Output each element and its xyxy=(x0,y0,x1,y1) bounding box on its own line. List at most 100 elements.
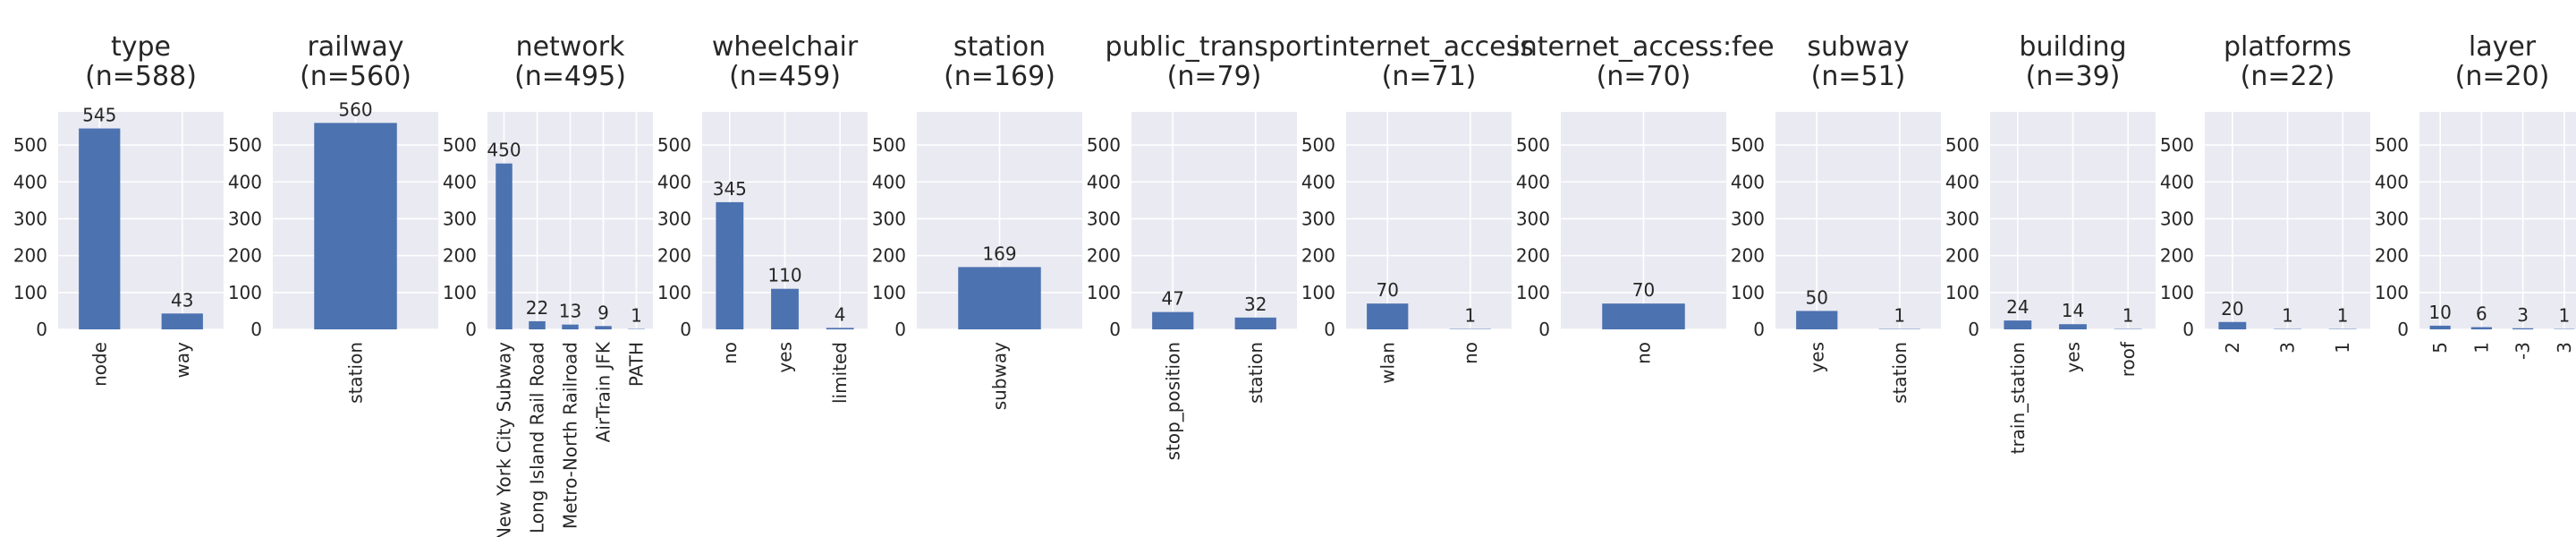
data-label: 1 xyxy=(2559,305,2571,327)
data-label: 1 xyxy=(631,305,642,327)
y-tick-label: 100 xyxy=(1087,282,1121,303)
y-tick-label: 400 xyxy=(1731,171,1765,192)
y-tick-label: 400 xyxy=(2375,171,2409,192)
y-tick-label: 300 xyxy=(228,208,262,229)
x-tick-label: stop_position xyxy=(1162,342,1183,460)
bar-1 xyxy=(2470,327,2492,329)
y-tick-label: 0 xyxy=(1324,319,1335,340)
y-tick-label: 500 xyxy=(2160,134,2194,156)
chart-title: internet_access xyxy=(1324,31,1534,63)
data-label: 3 xyxy=(2517,304,2529,326)
data-label: 22 xyxy=(526,297,548,319)
x-tick-label: yes xyxy=(775,342,796,373)
chart-subtitle: (n=588) xyxy=(85,61,197,92)
y-tick-label: 100 xyxy=(1301,282,1335,303)
bar-yes xyxy=(2059,324,2087,329)
chart-title: network xyxy=(516,31,625,63)
chart-panel-wheelchair: 0 100 200 300 400 500 345 no 110 yes 4 limited wheel… xyxy=(657,31,868,404)
data-label: 345 xyxy=(713,178,747,200)
chart-subtitle: (n=169) xyxy=(944,61,1055,92)
data-label: 50 xyxy=(1806,286,1828,308)
chart-subtitle: (n=459) xyxy=(729,61,841,92)
data-label: 70 xyxy=(1632,279,1655,301)
x-tick-label: no xyxy=(719,342,741,364)
chart-subtitle: (n=51) xyxy=(1811,61,1906,92)
chart-subtitle: (n=39) xyxy=(2026,61,2121,92)
x-tick-label: way xyxy=(172,342,193,379)
y-tick-label: 500 xyxy=(657,134,691,156)
data-label: 6 xyxy=(2476,303,2487,325)
y-tick-label: 0 xyxy=(680,319,691,340)
chart-subtitle: (n=20) xyxy=(2455,61,2550,92)
chart-panel-internet-access-fee: 0 100 200 300 400 500 70 no internet_access:fee(… xyxy=(1513,31,1774,364)
y-tick-label: 100 xyxy=(2375,282,2409,303)
bar-no xyxy=(716,201,744,329)
bar-2 xyxy=(2218,321,2247,329)
chart-panel-railway: 0 100 200 300 400 500 560 station railway(n=560) xyxy=(228,31,438,404)
y-tick-label: 100 xyxy=(657,282,691,303)
x-tick-label: 2 xyxy=(2222,342,2243,354)
y-tick-label: 200 xyxy=(443,245,477,267)
data-label: 1 xyxy=(2337,305,2349,327)
data-label: 560 xyxy=(338,98,372,120)
y-tick-label: 100 xyxy=(2160,282,2194,303)
y-tick-label: 200 xyxy=(13,245,47,267)
data-label: 10 xyxy=(2428,302,2451,323)
x-tick-label: station xyxy=(1245,342,1267,404)
x-tick-label: limited xyxy=(829,342,851,404)
chart-subtitle: (n=71) xyxy=(1382,61,1477,92)
y-tick-label: 200 xyxy=(2375,245,2409,267)
chart-subtitle: (n=22) xyxy=(2241,61,2335,92)
data-label: 545 xyxy=(82,105,116,126)
y-tick-label: 300 xyxy=(2160,208,2194,229)
y-tick-label: 400 xyxy=(657,171,691,192)
y-tick-label: 200 xyxy=(872,245,906,267)
y-tick-label: 400 xyxy=(228,171,262,192)
y-tick-label: 0 xyxy=(1753,319,1765,340)
chart-title: subway xyxy=(1807,31,1909,63)
chart-subtitle: (n=79) xyxy=(1167,61,1262,92)
chart-subtitle: (n=70) xyxy=(1597,61,1691,92)
y-tick-label: 100 xyxy=(1945,282,1979,303)
bar-limited xyxy=(826,328,854,329)
data-label: 32 xyxy=(1244,294,1267,315)
data-label: 450 xyxy=(487,140,521,161)
y-tick-label: 0 xyxy=(2397,319,2409,340)
data-label: 20 xyxy=(2221,298,2243,320)
bar-stop-position xyxy=(1152,311,1194,329)
bar-way xyxy=(161,313,203,329)
chart-panel-station: 0 100 200 300 400 500 169 subway station(n=169) xyxy=(872,31,1082,410)
y-tick-label: 200 xyxy=(657,245,691,267)
chart-panel-platforms: 0 100 200 300 400 500 20 2 1 3 1 1 platforms(n=22) xyxy=(2160,31,2370,354)
y-tick-label: 100 xyxy=(1731,282,1765,303)
y-tick-label: 500 xyxy=(1945,134,1979,156)
data-label: 4 xyxy=(835,303,846,325)
chart-panel-internet-access: 0 100 200 300 400 500 70 wlan 1 no internet_access… xyxy=(1301,31,1534,384)
bar-station xyxy=(314,123,397,329)
bar--3 xyxy=(2512,328,2534,329)
chart-title: wheelchair xyxy=(712,31,859,63)
y-tick-label: 300 xyxy=(443,208,477,229)
y-tick-label: 300 xyxy=(1731,208,1765,229)
x-tick-label: node xyxy=(89,342,110,387)
y-tick-label: 200 xyxy=(228,245,262,267)
data-label: 43 xyxy=(171,289,193,311)
x-tick-label: New York City Subway xyxy=(494,342,515,537)
y-tick-label: 400 xyxy=(1945,171,1979,192)
chart-panel-network: 0 100 200 300 400 500 450 New York City Subway 2… xyxy=(443,31,653,537)
y-tick-label: 200 xyxy=(2160,245,2194,267)
chart-title: layer xyxy=(2469,31,2537,63)
y-tick-label: 0 xyxy=(2182,319,2194,340)
x-tick-label: -3 xyxy=(2512,342,2534,360)
x-tick-label: Metro-North Railroad xyxy=(560,342,581,529)
y-tick-label: 300 xyxy=(2375,208,2409,229)
y-tick-label: 400 xyxy=(1516,171,1550,192)
data-label: 169 xyxy=(982,243,1016,264)
y-tick-label: 100 xyxy=(13,282,47,303)
x-tick-label: yes xyxy=(1806,342,1827,373)
data-label: 110 xyxy=(767,265,801,286)
y-tick-label: 500 xyxy=(443,134,477,156)
chart-title: railway xyxy=(307,31,403,63)
x-tick-label: station xyxy=(345,342,367,404)
bar-subway xyxy=(958,267,1041,329)
